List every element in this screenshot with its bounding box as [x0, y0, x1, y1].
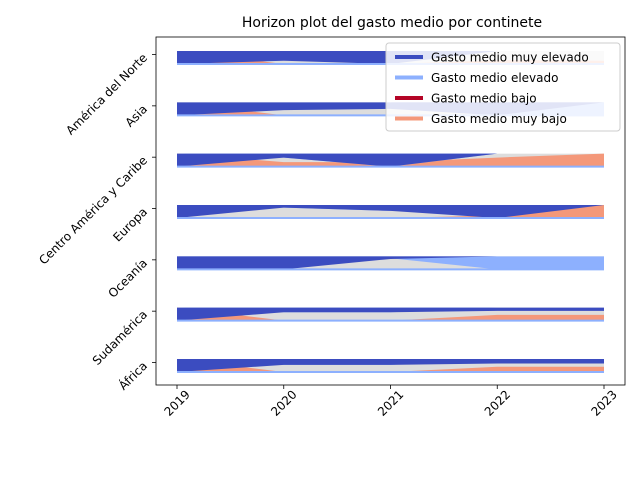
horizon-row-sudamerica	[177, 307, 604, 322]
horizon-row-centro-america-y-caribe	[177, 153, 604, 168]
chart-title: Horizon plot del gasto medio por contine…	[242, 15, 542, 31]
x-tick-label-2021: 2021	[375, 387, 406, 418]
horizon-row-africa	[177, 359, 604, 373]
y-tick-label-europa: Europa	[110, 205, 150, 245]
area-muy-elevado	[177, 256, 604, 270]
area-muy-bajo	[177, 307, 604, 321]
x-tick-label-2022: 2022	[482, 387, 513, 418]
horizon-row-oceania	[177, 256, 604, 271]
area-muy-bajo	[177, 102, 604, 116]
area-muy-elevado	[177, 359, 604, 372]
area-muy-bajo	[177, 153, 604, 167]
legend-box	[385, 42, 621, 132]
area-muy-elevado	[177, 307, 604, 321]
area-muy-bajo	[177, 359, 604, 372]
legend-label-gasto-medio-elevado: Gasto medio elevado	[431, 71, 558, 85]
area-muy-bajo	[177, 205, 604, 219]
x-tick-label-2023: 2023	[588, 387, 619, 418]
legend-label-gasto-medio-muy-elevado: Gasto medio muy elevado	[431, 51, 589, 65]
legend-label-gasto-medio-muy-bajo: Gasto medio muy bajo	[431, 112, 567, 126]
legend-label-gasto-medio-bajo: Gasto medio bajo	[431, 92, 537, 106]
x-tick-label-2020: 2020	[268, 387, 299, 418]
x-tick-label-2019: 2019	[161, 387, 192, 418]
y-tick-label-sudamerica: Sudamérica	[90, 307, 150, 367]
legend: Gasto medio muy elevado Gasto medio eleva…	[385, 42, 621, 132]
x-axis: 2019 2020 2021 2022 2023	[161, 385, 620, 419]
y-tick-label-africa: África	[115, 358, 150, 393]
y-tick-label-centro-america-y-caribe: Centro América y Caribe	[36, 153, 150, 267]
area-muy-elevado	[177, 153, 604, 167]
y-tick-label-asia: Asia	[122, 102, 150, 130]
area-muy-elevado	[177, 205, 604, 219]
horizon-row-europa	[177, 205, 604, 220]
y-tick-label-oceania: Oceanía	[106, 256, 151, 301]
